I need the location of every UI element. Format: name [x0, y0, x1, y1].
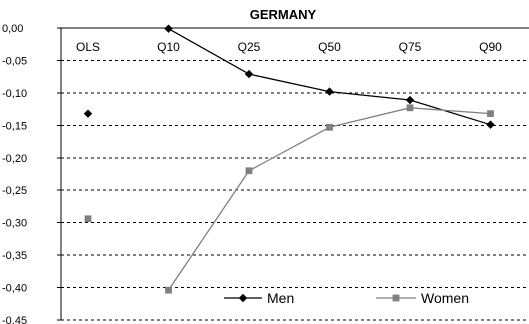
data-point [486, 120, 495, 129]
y-tick-label: -0,30 [2, 218, 27, 230]
gridlines [61, 59, 529, 321]
legend: Men Women [224, 290, 469, 306]
y-tick-label: -0,45 [2, 315, 27, 324]
y-tick-label: -0,25 [2, 185, 27, 197]
legend-label: Women [421, 290, 469, 306]
category-label: Q25 [238, 40, 261, 54]
legend-item-women: Women [376, 290, 469, 306]
y-tick-label: -0,40 [2, 283, 27, 295]
series-women [84, 104, 494, 294]
series-men [83, 24, 495, 129]
category-labels: OLS Q10 Q25 Q50 Q75 Q90 [76, 40, 502, 54]
data-point [165, 286, 172, 294]
y-tick-label: -0,05 [2, 55, 27, 67]
data-point [405, 95, 415, 105]
category-label: Q10 [157, 40, 180, 54]
y-tick-label: 0,00 [2, 23, 23, 35]
data-point [244, 69, 254, 79]
data-point [83, 109, 93, 118]
series-group [83, 24, 495, 294]
y-tick-label: -0,15 [2, 120, 27, 132]
y-tick-label: -0,20 [2, 153, 27, 165]
category-label: OLS [76, 40, 100, 54]
category-label: Q90 [479, 40, 502, 54]
y-axis: 0,00 -0,05 -0,10 -0,15 -0,20 -0,25 -0,30 -0,35 -… [2, 23, 529, 324]
legend-swatch-marker [392, 294, 400, 302]
series-line [167, 107, 491, 291]
data-point [487, 110, 494, 118]
y-tick-label: -0,10 [2, 88, 27, 100]
legend-swatch-marker [238, 293, 248, 303]
data-point [326, 123, 333, 131]
y-tick-label: -0,35 [2, 250, 27, 262]
data-point [164, 24, 173, 33]
legend-item-men: Men [224, 290, 294, 306]
category-label: Q75 [399, 40, 422, 54]
category-label: Q50 [318, 40, 341, 54]
data-point [406, 104, 414, 112]
chart-title: GERMANY [250, 7, 317, 22]
legend-label: Men [267, 290, 294, 306]
data-point [84, 215, 92, 223]
data-point [325, 87, 334, 96]
data-point [245, 167, 253, 175]
